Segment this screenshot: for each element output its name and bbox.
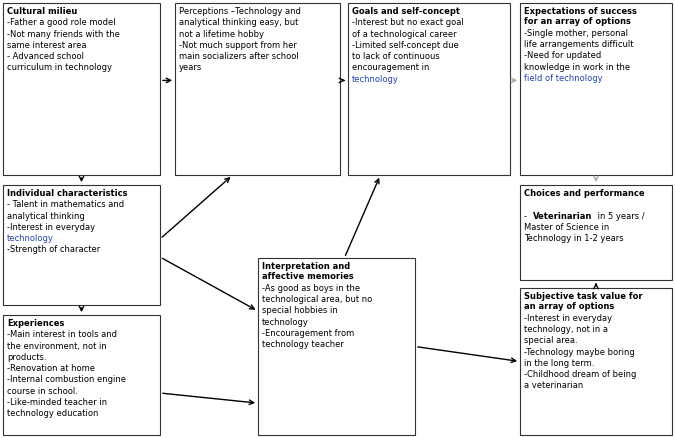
- Text: special area.: special area.: [524, 336, 578, 345]
- Text: for an array of options: for an array of options: [524, 18, 631, 26]
- Text: of a technological career: of a technological career: [352, 30, 456, 39]
- Text: -Father a good role model: -Father a good role model: [7, 18, 115, 28]
- Text: a veterinarian: a veterinarian: [524, 381, 583, 390]
- Text: -Technology maybe boring: -Technology maybe boring: [524, 348, 634, 357]
- Text: technology education: technology education: [7, 409, 99, 418]
- Text: technology: technology: [7, 234, 54, 243]
- Text: -Limited self-concept due: -Limited self-concept due: [352, 41, 459, 50]
- Bar: [258, 258, 415, 435]
- Text: -​: -​: [524, 212, 527, 221]
- Text: products.: products.: [7, 353, 47, 362]
- Bar: [3, 3, 160, 175]
- Text: curriculum in technology: curriculum in technology: [7, 64, 112, 72]
- Text: Expectations of success: Expectations of success: [524, 7, 637, 16]
- Text: technology teacher: technology teacher: [262, 340, 344, 349]
- Text: technology, not in a: technology, not in a: [524, 325, 608, 334]
- Text: -Childhood dream of being: -Childhood dream of being: [524, 370, 637, 379]
- Text: - Talent in mathematics and: - Talent in mathematics and: [7, 201, 124, 209]
- Text: to lack of continuous: to lack of continuous: [352, 52, 439, 61]
- Text: Choices and performance: Choices and performance: [524, 189, 645, 198]
- Text: Goals and self-concept: Goals and self-concept: [352, 7, 460, 16]
- Text: -Internal combustion engine: -Internal combustion engine: [7, 375, 126, 385]
- Text: technology: technology: [262, 318, 309, 327]
- Text: main socializers after school: main socializers after school: [179, 52, 299, 61]
- Text: technological area, but no: technological area, but no: [262, 295, 372, 304]
- Text: knowledge in work in the: knowledge in work in the: [524, 63, 630, 71]
- Text: -Interest but no exact goal: -Interest but no exact goal: [352, 18, 464, 28]
- Text: life arrangements difficult: life arrangements difficult: [524, 40, 634, 49]
- Bar: [3, 185, 160, 305]
- Text: analytical thinking: analytical thinking: [7, 212, 85, 221]
- Text: -Encouragement from: -Encouragement from: [262, 329, 354, 338]
- Text: Cultural milieu: Cultural milieu: [7, 7, 78, 16]
- Text: special hobbies in: special hobbies in: [262, 306, 338, 315]
- Text: field of technology: field of technology: [524, 74, 603, 83]
- Bar: [175, 3, 340, 175]
- Text: Technology in 1-2 years: Technology in 1-2 years: [524, 234, 624, 243]
- Text: course in school.: course in school.: [7, 387, 78, 396]
- Text: -Interest in everyday: -Interest in everyday: [524, 314, 612, 323]
- Text: Master of Science in: Master of Science in: [524, 223, 610, 232]
- Text: -Not many friends with the: -Not many friends with the: [7, 30, 120, 39]
- Text: encouragement in: encouragement in: [352, 64, 429, 72]
- Text: ​ in 5 years /: ​ in 5 years /: [595, 212, 645, 221]
- Text: in the long term.: in the long term.: [524, 359, 595, 368]
- Text: -As good as boys in the: -As good as boys in the: [262, 284, 360, 293]
- Text: Experiences: Experiences: [7, 319, 64, 328]
- Text: -Renovation at home: -Renovation at home: [7, 364, 95, 373]
- Text: Subjective task value for: Subjective task value for: [524, 292, 643, 301]
- Text: -Single mother, personal: -Single mother, personal: [524, 29, 628, 38]
- Text: analytical thinking easy, but: analytical thinking easy, but: [179, 18, 298, 28]
- Text: Interpretation and: Interpretation and: [262, 262, 350, 271]
- Text: an array of options: an array of options: [524, 302, 614, 311]
- Text: Veterinarian: Veterinarian: [533, 212, 592, 221]
- Text: -Like-minded teacher in: -Like-minded teacher in: [7, 398, 107, 407]
- Text: Perceptions –Technology and: Perceptions –Technology and: [179, 7, 301, 16]
- Text: the environment, not in: the environment, not in: [7, 342, 107, 351]
- Text: -Interest in everyday: -Interest in everyday: [7, 223, 95, 232]
- Text: same interest area: same interest area: [7, 41, 86, 50]
- Text: years: years: [179, 64, 202, 72]
- Bar: [520, 3, 672, 175]
- Bar: [348, 3, 510, 175]
- Text: -Need for updated: -Need for updated: [524, 51, 601, 60]
- Text: - Advanced school: - Advanced school: [7, 52, 84, 61]
- Text: not a lifetime hobby: not a lifetime hobby: [179, 30, 264, 39]
- Bar: [3, 315, 160, 435]
- Text: -Main interest in tools and: -Main interest in tools and: [7, 330, 117, 339]
- Bar: [520, 185, 672, 280]
- Text: Individual characteristics: Individual characteristics: [7, 189, 128, 198]
- Bar: [520, 288, 672, 435]
- Text: technology: technology: [352, 74, 399, 84]
- Text: affective memories: affective memories: [262, 272, 354, 282]
- Text: -Not much support from her: -Not much support from her: [179, 41, 297, 50]
- Text: -Strength of character: -Strength of character: [7, 245, 101, 254]
